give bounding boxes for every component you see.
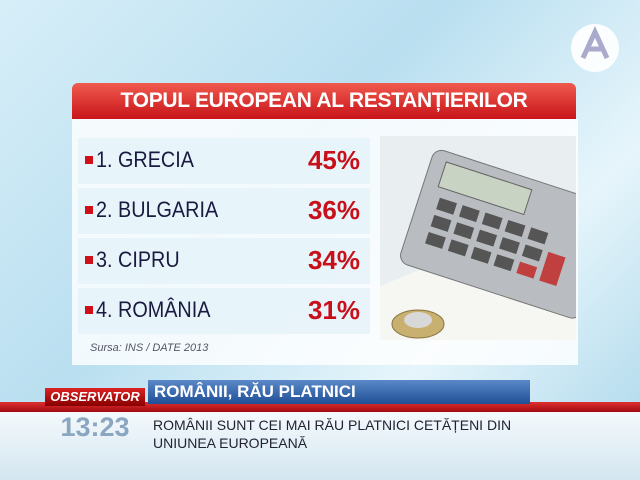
channel-logo (571, 24, 619, 72)
ranking-row: 2. BULGARIA 36% (78, 188, 370, 234)
brand: OBSERVATOR (45, 388, 145, 406)
ranking-row: 3. CIPRU 34% (78, 238, 370, 284)
bullet (85, 156, 93, 164)
bullet (85, 306, 93, 314)
percentage: 45% (307, 145, 360, 175)
title: TOPUL EUROPEAN AL RESTANȚIERILOR (72, 83, 576, 119)
ranking-row: 1. GRECIA 45% (78, 138, 370, 184)
percentage: 34% (307, 245, 360, 275)
bullet (85, 256, 93, 264)
country: 2. BULGARIA (96, 197, 219, 222)
percentage: 36% (307, 195, 360, 225)
subtitle: ROMÂNII SUNT CEI MAI RĂU PLATNICI CETĂȚE… (153, 417, 512, 451)
country: 3. CIPRU (96, 247, 180, 272)
clock: 13:23 (60, 412, 130, 442)
bullet (85, 206, 93, 214)
percentage: 31% (307, 295, 360, 325)
ranking-row: 4. ROMÂNIA 31% (78, 288, 370, 334)
source: Sursa: INS / DATE 2013 (90, 342, 209, 354)
ticker-background (0, 412, 640, 480)
country: 4. ROMÂNIA (96, 297, 211, 322)
country: 1. GRECIA (96, 147, 194, 172)
calculator-photo (380, 136, 576, 340)
ticker-line (0, 402, 640, 412)
headline: ROMÂNII, RĂU PLATNICI (148, 380, 530, 404)
